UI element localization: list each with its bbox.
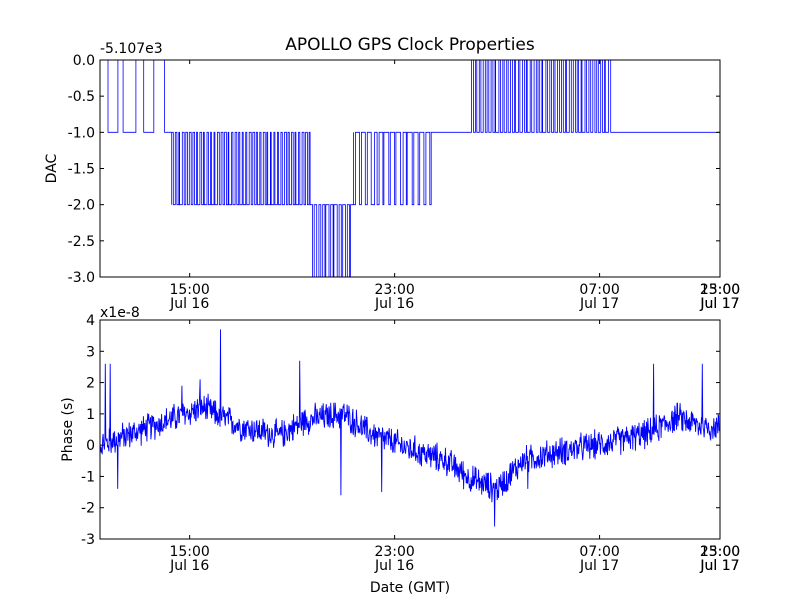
- y-tick-label: 2: [86, 376, 95, 392]
- y-tick-label: -3.0: [68, 270, 95, 286]
- x-tick-time-label: 23:00: [700, 544, 740, 560]
- dac-series-group: [100, 60, 720, 277]
- dac-y-axis-label: DAC: [44, 153, 60, 183]
- y-tick-label: 1: [86, 407, 95, 423]
- y-tick-label: 0: [86, 438, 95, 454]
- x-tick-date-label: Jul 17: [579, 558, 619, 574]
- x-tick-date-label: Jul 17: [699, 296, 739, 312]
- x-tick-date-label: Jul 17: [699, 558, 739, 574]
- x-tick-date-label: Jul 17: [579, 296, 619, 312]
- phase-y-axis-label: Phase (s): [60, 397, 76, 461]
- x-tick-date-label: Jul 17: [699, 296, 739, 312]
- x-tick-date-label: Jul 16: [169, 558, 209, 574]
- y-tick-label: -2.5: [68, 234, 95, 250]
- y-tick-label: 4: [86, 313, 95, 329]
- y-tick-label: 3: [86, 344, 95, 360]
- y-tick-label: 0.0: [73, 53, 95, 69]
- y-tick-label: -0.5: [68, 89, 95, 105]
- y-tick-label: -1.0: [68, 125, 95, 141]
- phase-offset-label: x1e-8: [100, 305, 140, 321]
- dac-plot-frame: [99, 59, 721, 278]
- x-tick-time-label: 23:00: [700, 282, 740, 298]
- x-tick-time-label: 15:00: [700, 544, 740, 560]
- y-tick-label: -1: [81, 469, 95, 485]
- x-tick-time-label: 23:00: [374, 544, 414, 560]
- y-tick-label: -2: [81, 501, 95, 517]
- dac-offset-label: -5.107e3: [100, 41, 163, 57]
- x-tick-time-label: 15:00: [169, 282, 209, 298]
- x-tick-date-label: Jul 16: [374, 558, 414, 574]
- x-tick-time-label: 15:00: [169, 544, 209, 560]
- phase-series-line: [100, 329, 720, 527]
- x-tick-time-label: 07:00: [579, 282, 619, 298]
- y-tick-label: -2.0: [68, 198, 95, 214]
- x-axis-label: Date (GMT): [370, 580, 450, 596]
- x-tick-date-label: Jul 16: [374, 296, 414, 312]
- y-tick-label: -1.5: [68, 162, 95, 178]
- phase-plot-frame: [99, 319, 721, 540]
- chart-title: APOLLO GPS Clock Properties: [285, 35, 535, 55]
- x-tick-time-label: 07:00: [579, 544, 619, 560]
- x-tick-time-label: 15:00: [700, 282, 740, 298]
- dac-series-line: [100, 60, 720, 277]
- phase-plot-area: [100, 320, 720, 539]
- phase-series-group: [100, 329, 720, 527]
- x-tick-date-label: Jul 16: [169, 296, 209, 312]
- x-tick-time-label: 23:00: [374, 282, 414, 298]
- y-tick-label: -3: [81, 532, 95, 548]
- x-tick-date-label: Jul 17: [699, 558, 739, 574]
